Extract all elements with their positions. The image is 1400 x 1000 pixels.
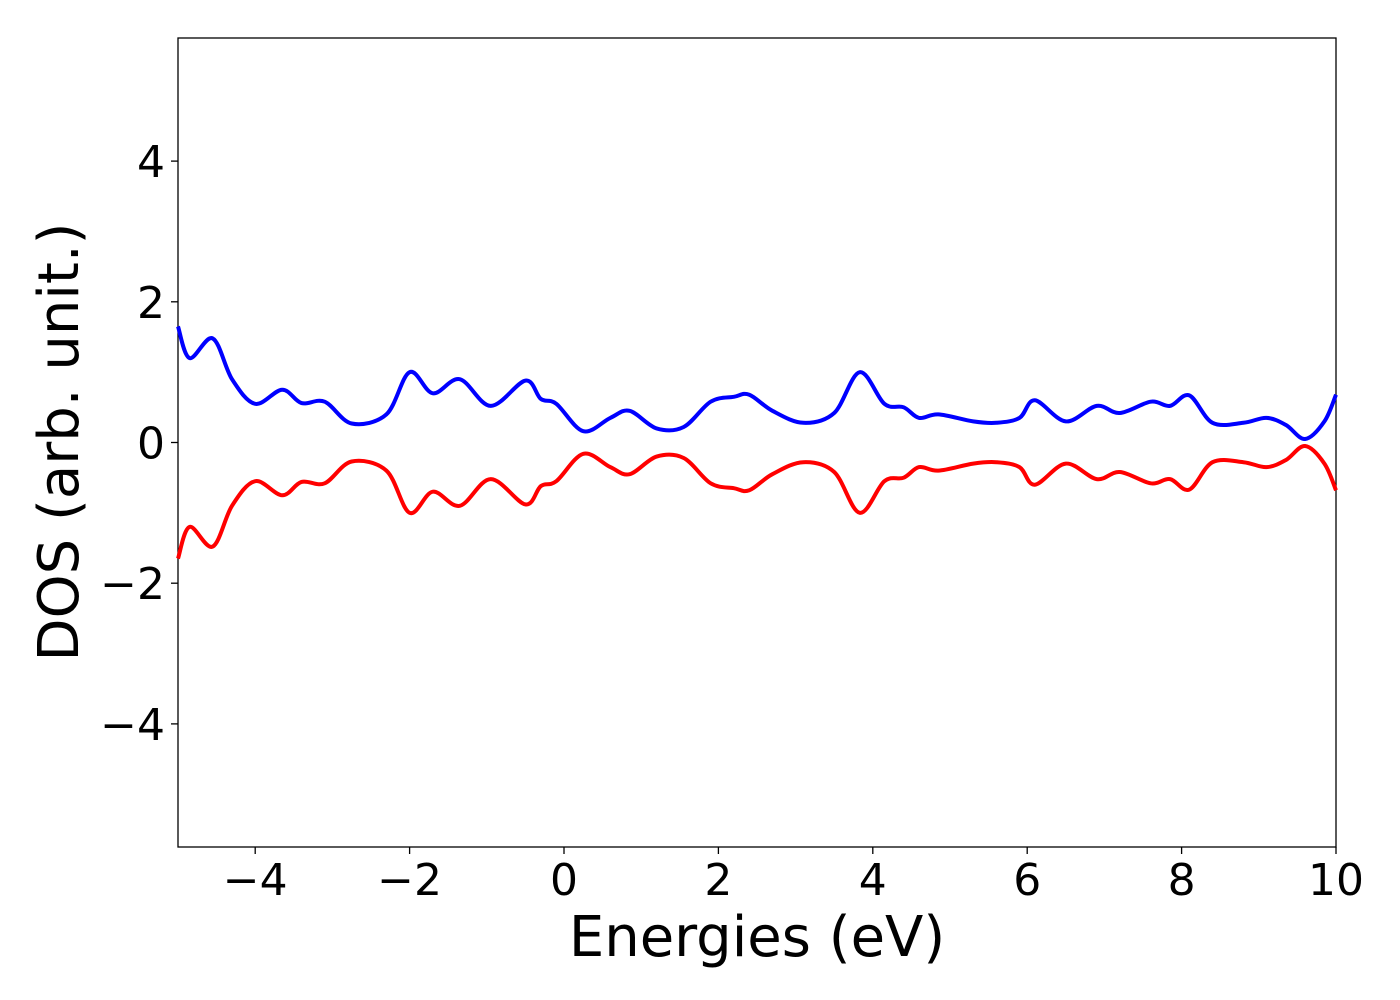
x-tick-label: 8 [1168, 855, 1196, 906]
x-tick-label: 6 [1013, 855, 1041, 906]
x-axis-label: Energies (eV) [569, 905, 945, 970]
x-axis-ticks: −4 −2 0 2 4 6 8 10 [223, 847, 1364, 906]
x-tick-label: 10 [1308, 855, 1364, 906]
x-tick-label: 2 [704, 855, 732, 906]
x-tick-label: −4 [223, 855, 288, 906]
y-axis-label: DOS (arb. unit.) [27, 222, 92, 661]
y-tick-label: −2 [100, 559, 165, 610]
y-axis-ticks: −4 −2 0 2 4 [100, 137, 178, 751]
y-tick-label: 0 [137, 419, 165, 470]
series-line-1 [176, 325, 1338, 441]
x-tick-label: −2 [377, 855, 442, 906]
y-tick-label: −4 [100, 700, 165, 751]
series-layer [176, 325, 1338, 560]
x-tick-label: 0 [550, 855, 578, 906]
y-tick-label: 4 [137, 137, 165, 188]
y-tick-label: 2 [137, 278, 165, 329]
x-tick-label: 4 [859, 855, 887, 906]
series-line-2 [176, 444, 1338, 560]
